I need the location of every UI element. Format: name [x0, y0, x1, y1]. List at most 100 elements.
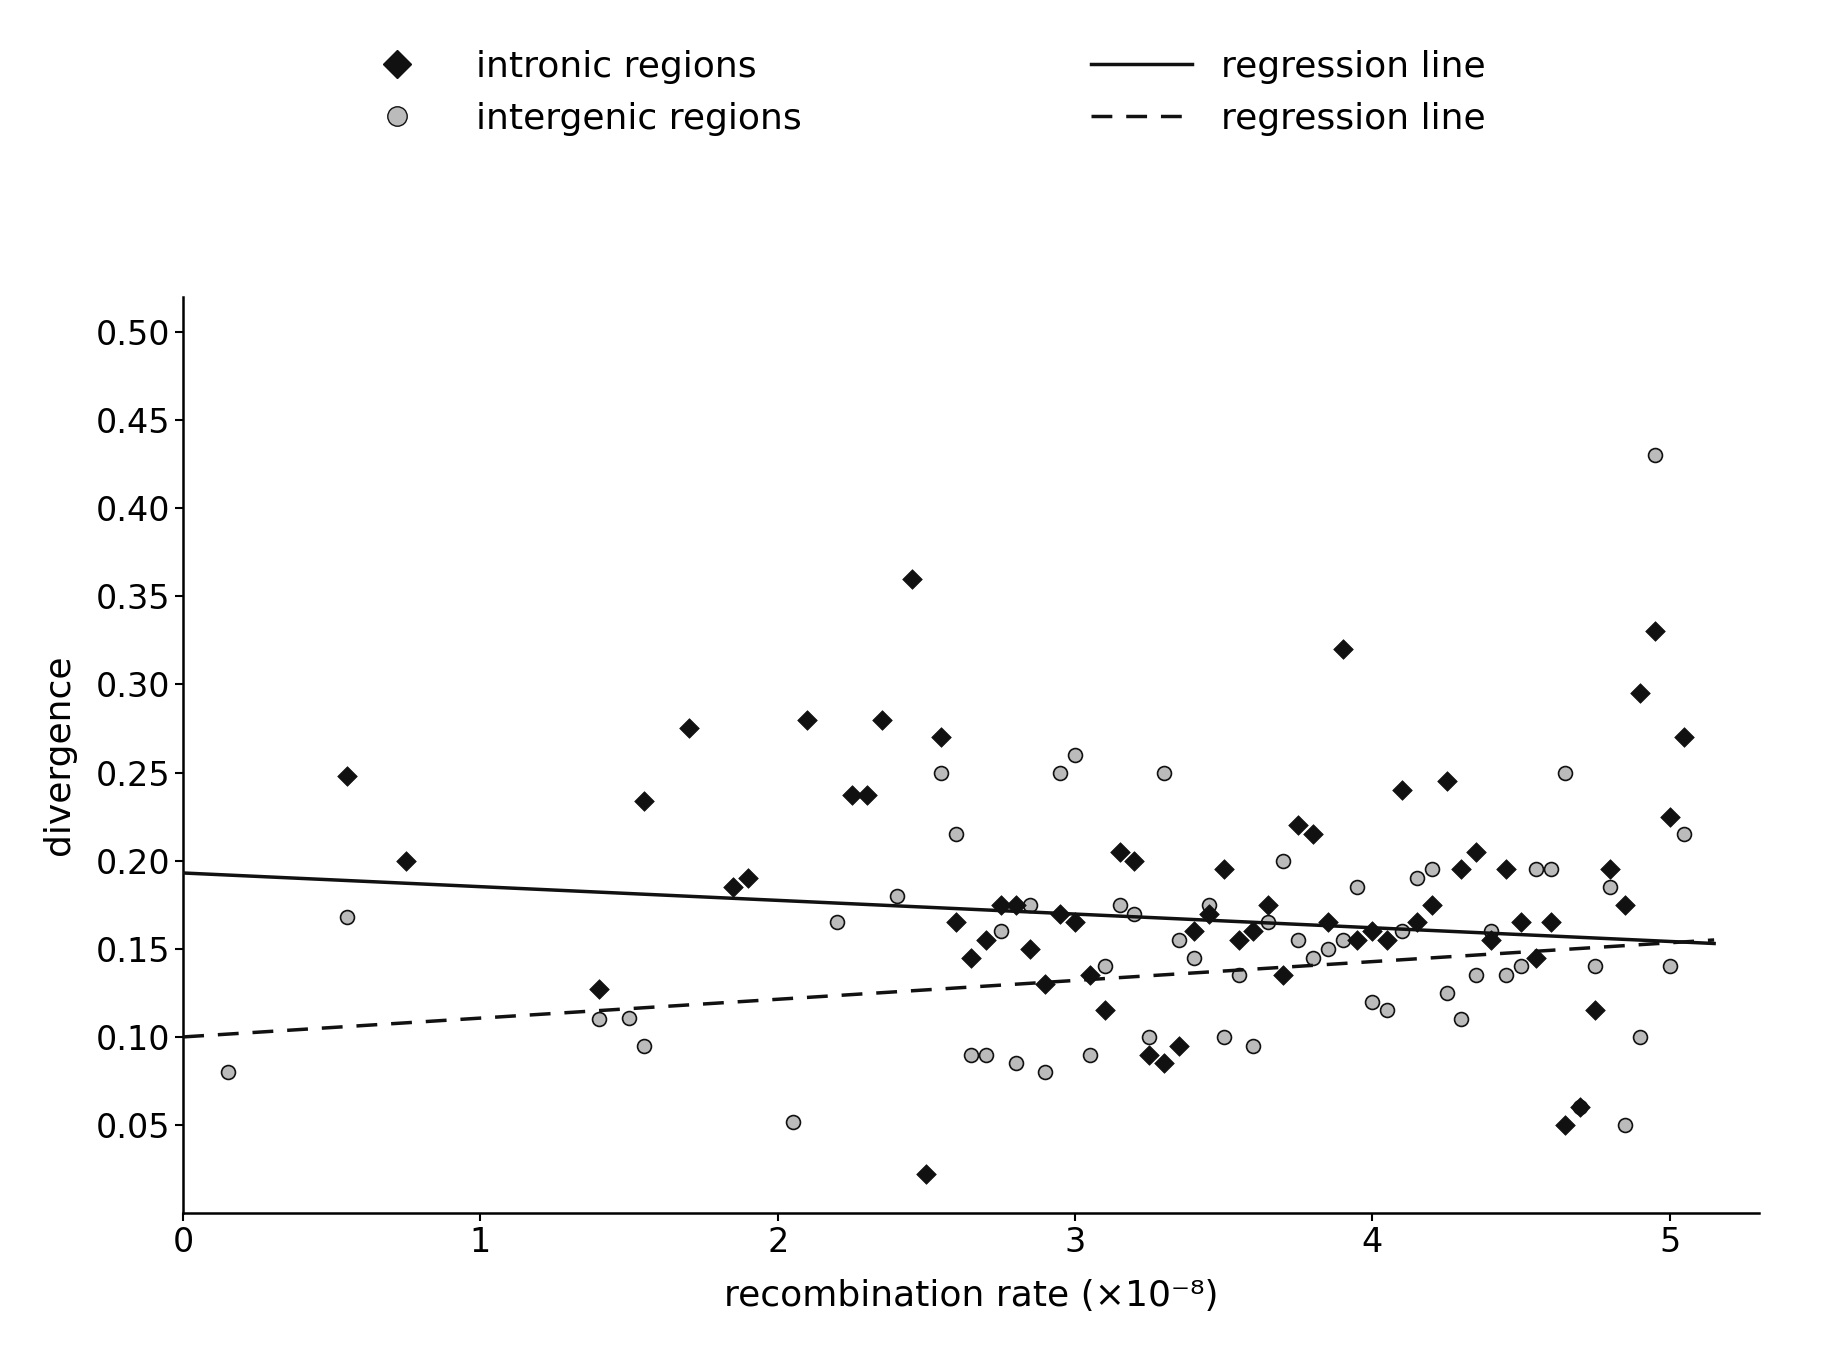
- intronic regions: [793, 709, 823, 731]
- intergenic regions: [1552, 762, 1581, 783]
- intergenic regions: [584, 1008, 614, 1030]
- intergenic regions: [1401, 868, 1431, 890]
- intergenic regions: [1387, 921, 1416, 942]
- intergenic regions: [1165, 929, 1194, 950]
- intronic regions: [1015, 938, 1044, 960]
- intergenic regions: [1447, 1008, 1477, 1030]
- intronic regions: [1418, 894, 1447, 915]
- intronic regions: [1521, 946, 1550, 968]
- intronic regions: [867, 709, 896, 731]
- intergenic regions: [1015, 894, 1044, 915]
- intronic regions: [1343, 929, 1372, 950]
- intergenic regions: [942, 824, 971, 845]
- intergenic regions: [1610, 1115, 1640, 1136]
- intronic regions: [1282, 814, 1312, 836]
- intronic regions: [942, 911, 971, 933]
- intergenic regions: [1031, 1061, 1061, 1082]
- intergenic regions: [332, 906, 361, 927]
- intergenic regions: [1194, 894, 1224, 915]
- intergenic regions: [1343, 876, 1372, 898]
- intronic regions: [898, 568, 927, 589]
- intergenic regions: [1596, 876, 1625, 898]
- intronic regions: [1268, 964, 1297, 985]
- intronic regions: [1535, 911, 1565, 933]
- intronic regions: [1462, 841, 1491, 863]
- intronic regions: [1477, 929, 1506, 950]
- intergenic regions: [779, 1111, 808, 1132]
- intergenic regions: [1090, 956, 1119, 977]
- intronic regions: [1314, 911, 1343, 933]
- intronic regions: [1046, 903, 1075, 925]
- intronic regions: [971, 929, 1000, 950]
- intronic regions: [584, 979, 614, 1000]
- intronic regions: [912, 1163, 942, 1185]
- intergenic regions: [1180, 946, 1209, 968]
- intergenic regions: [1209, 1026, 1238, 1047]
- intergenic regions: [213, 1061, 242, 1082]
- intergenic regions: [1149, 762, 1178, 783]
- X-axis label: recombination rate (×10⁻⁸): recombination rate (×10⁻⁸): [724, 1279, 1218, 1313]
- intronic regions: [332, 766, 361, 787]
- intronic regions: [1625, 682, 1654, 704]
- intronic regions: [630, 790, 660, 811]
- intergenic regions: [1506, 956, 1535, 977]
- intronic regions: [1358, 921, 1387, 942]
- intronic regions: [1149, 1053, 1178, 1074]
- intronic regions: [1180, 921, 1209, 942]
- intronic regions: [1506, 911, 1535, 933]
- intergenic regions: [1491, 964, 1521, 985]
- intergenic regions: [1433, 983, 1462, 1004]
- intergenic regions: [1669, 824, 1698, 845]
- intergenic regions: [630, 1035, 660, 1057]
- intergenic regions: [1000, 1053, 1030, 1074]
- intronic regions: [837, 785, 867, 806]
- intergenic regions: [1640, 445, 1669, 466]
- intronic regions: [733, 868, 762, 890]
- intergenic regions: [1075, 1043, 1105, 1065]
- intergenic regions: [927, 762, 956, 783]
- intronic regions: [1401, 911, 1431, 933]
- intronic regions: [986, 894, 1015, 915]
- intronic regions: [1328, 639, 1358, 661]
- intergenic regions: [1314, 938, 1343, 960]
- intronic regions: [1387, 779, 1416, 801]
- intronic regions: [1566, 1097, 1596, 1119]
- intronic regions: [1075, 964, 1105, 985]
- intergenic regions: [1462, 964, 1491, 985]
- intergenic regions: [1477, 921, 1506, 942]
- intergenic regions: [1268, 849, 1297, 871]
- intronic regions: [927, 727, 956, 748]
- intronic regions: [1105, 841, 1134, 863]
- intronic regions: [1299, 824, 1328, 845]
- intergenic regions: [1134, 1026, 1163, 1047]
- intronic regions: [718, 876, 747, 898]
- intergenic regions: [614, 1007, 643, 1029]
- intergenic regions: [1253, 911, 1282, 933]
- intronic regions: [1669, 727, 1698, 748]
- intronic regions: [1061, 911, 1090, 933]
- intronic regions: [956, 946, 986, 968]
- intergenic regions: [1224, 964, 1253, 985]
- intergenic regions: [1418, 859, 1447, 880]
- intergenic regions: [1299, 946, 1328, 968]
- intronic regions: [1209, 859, 1238, 880]
- intronic regions: [1552, 1115, 1581, 1136]
- intergenic regions: [1282, 929, 1312, 950]
- intronic regions: [852, 785, 881, 806]
- intergenic regions: [1105, 894, 1134, 915]
- intergenic regions: [971, 1043, 1000, 1065]
- intronic regions: [1253, 894, 1282, 915]
- intronic regions: [1654, 806, 1684, 828]
- intronic regions: [1165, 1035, 1194, 1057]
- intergenic regions: [881, 886, 911, 907]
- intergenic regions: [1625, 1026, 1654, 1047]
- intergenic regions: [1119, 903, 1149, 925]
- intergenic regions: [1535, 859, 1565, 880]
- intronic regions: [1000, 894, 1030, 915]
- intergenic regions: [1566, 1097, 1596, 1119]
- intergenic regions: [1521, 859, 1550, 880]
- intronic regions: [1372, 929, 1401, 950]
- intergenic regions: [1061, 744, 1090, 766]
- intergenic regions: [1046, 762, 1075, 783]
- intergenic regions: [823, 911, 852, 933]
